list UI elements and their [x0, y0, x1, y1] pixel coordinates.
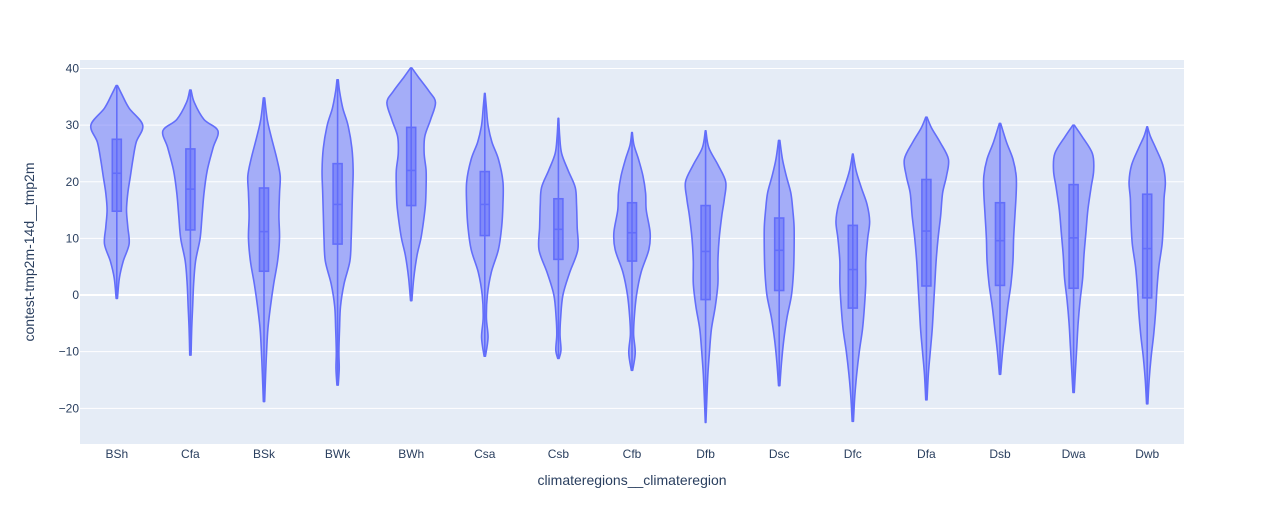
x-tick-label: BWk	[325, 447, 351, 461]
x-tick-label: BWh	[398, 447, 424, 461]
violin-BSh	[89, 84, 144, 300]
violin-box	[921, 178, 932, 287]
x-tick-label: Dwb	[1135, 447, 1159, 461]
violin-box	[405, 126, 417, 207]
violin-Csb	[537, 117, 580, 360]
x-axis-title: climateregions__climateregion	[537, 472, 726, 488]
violin-box	[1068, 183, 1079, 290]
x-tick-label: Dsc	[769, 447, 790, 461]
violin-box	[700, 204, 711, 301]
y-tick-label: −10	[59, 345, 80, 359]
x-tick-label: BSh	[105, 447, 128, 461]
violin-BSk	[246, 97, 282, 403]
x-tick-label: Dfc	[844, 447, 862, 461]
y-tick-label: 30	[66, 118, 80, 132]
violin-box	[773, 217, 785, 292]
violin-traces	[89, 67, 1167, 424]
violin-Dfb	[684, 130, 727, 424]
x-tick-label: Cfb	[623, 447, 642, 461]
y-tick-label: 10	[66, 231, 80, 245]
violin-Dwa	[1052, 124, 1095, 394]
y-tick-label: 40	[66, 61, 80, 75]
x-tick-label: Dsb	[989, 447, 1011, 461]
y-tick-label: −20	[59, 401, 80, 415]
x-tick-label: Csa	[474, 447, 496, 461]
violin-BWk	[321, 79, 354, 386]
x-tick-label: Dfb	[696, 447, 715, 461]
violin-box	[479, 170, 491, 237]
violin-Cfa	[161, 89, 220, 356]
violin-Dwb	[1128, 126, 1167, 405]
x-tick-label: Dfa	[917, 447, 936, 461]
violin-box	[994, 201, 1006, 287]
x-tick-label: Cfa	[181, 447, 200, 461]
y-tick-labels: −20 −10 0 10 20 30 40	[59, 61, 80, 415]
violin-Csa	[465, 92, 505, 358]
violin-box	[847, 224, 859, 309]
x-tick-label: Csb	[548, 447, 570, 461]
violin-Dfc	[835, 153, 871, 423]
violin-BWh	[386, 67, 437, 302]
violin-box	[258, 187, 270, 273]
x-tick-label: Dwa	[1062, 447, 1086, 461]
violin-box	[1141, 193, 1153, 299]
violin-box	[626, 201, 638, 262]
y-axis-title: contest-tmp2m-14d__tmp2m	[21, 163, 37, 342]
y-tick-label: 0	[72, 288, 79, 302]
violin-box	[111, 138, 123, 213]
violin-Cfb	[612, 131, 652, 372]
violin-Dfa	[903, 116, 950, 401]
x-tick-labels: BSh Cfa BSk BWk BWh Csa Csb Cfb Dfb Dsc Dfc Dfa Dsb D…	[105, 447, 1159, 461]
violin-Dsb	[982, 122, 1018, 376]
y-tick-label: 20	[66, 175, 80, 189]
violin-Dsc	[763, 139, 796, 387]
x-tick-label: BSk	[253, 447, 276, 461]
